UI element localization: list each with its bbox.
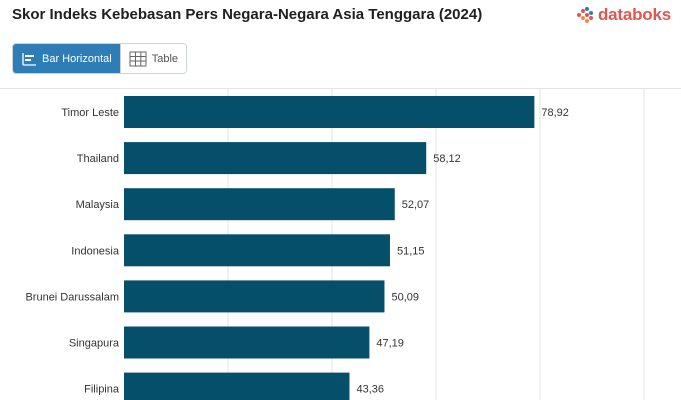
value-label: 47,19 (376, 338, 404, 350)
table-tab[interactable]: Table (119, 44, 186, 73)
bar[interactable] (124, 96, 535, 128)
value-label: 50,09 (391, 291, 419, 303)
value-label: 51,15 (397, 245, 425, 257)
bar-chart-icon (22, 52, 36, 66)
databoks-dots-icon (576, 7, 593, 23)
databoks-wordmark: databoks (597, 5, 671, 24)
value-label: 78,92 (541, 107, 569, 119)
category-label: Indonesia (71, 245, 120, 257)
bar[interactable] (124, 234, 390, 267)
chart-top-divider (0, 88, 681, 89)
table-label: Table (151, 52, 178, 65)
category-label: Thailand (77, 153, 119, 165)
chart-title: Skor Indeks Kebebasan Pers Negara-Negara… (12, 6, 483, 23)
category-label: Timor Leste (61, 107, 119, 119)
value-label: 43,36 (356, 384, 384, 396)
table-grid-icon (129, 51, 147, 66)
category-label: Singapura (69, 338, 120, 350)
category-label: Brunei Darussalam (25, 291, 119, 303)
bar[interactable] (124, 372, 350, 400)
bar[interactable] (124, 142, 427, 175)
category-label: Filipina (84, 384, 120, 396)
bar[interactable] (124, 188, 395, 221)
view-toggle: Bar Horizontal Table (12, 43, 187, 74)
databoks-logo[interactable]: databoks (576, 5, 671, 25)
value-label: 52,07 (402, 199, 430, 211)
value-label: 58,12 (433, 153, 461, 165)
bar[interactable] (124, 280, 385, 313)
bar-horizontal-label: Bar Horizontal (42, 52, 112, 65)
category-label: Malaysia (76, 199, 120, 211)
bar[interactable] (124, 326, 370, 359)
bar-horizontal-tab[interactable]: Bar Horizontal (13, 44, 120, 73)
